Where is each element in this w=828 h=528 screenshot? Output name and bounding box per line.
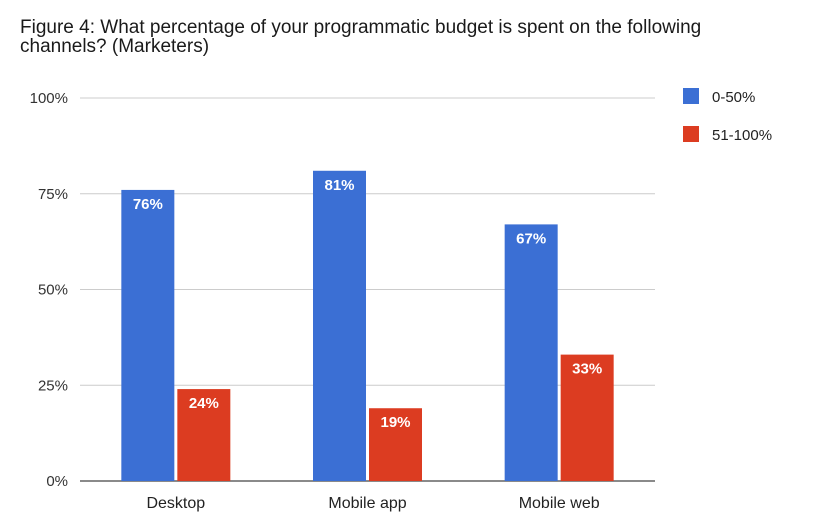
legend-swatch [683, 88, 699, 104]
y-tick-label: 75% [38, 186, 68, 203]
bars [121, 170, 614, 482]
data-label: 33% [572, 361, 602, 378]
chart-title: Figure 4: What percentage of your progra… [20, 17, 702, 57]
legend-label: 0-50% [712, 89, 755, 106]
x-category-label: Mobile web [519, 495, 600, 512]
data-label: 24% [189, 395, 219, 412]
x-axis-categories: Desktop Mobile app Mobile web [146, 495, 599, 512]
bar [560, 354, 614, 481]
legend-label: 51-100% [712, 127, 772, 144]
y-axis-ticks: 0% 25% 50% 75% 100% [30, 90, 68, 490]
bar [313, 170, 366, 481]
data-labels: 76% 24% 81% 19% 67% 33% [133, 177, 602, 431]
y-tick-label: 50% [38, 282, 68, 299]
bar [177, 389, 231, 481]
y-tick-label: 100% [30, 90, 68, 107]
bar [504, 224, 558, 481]
x-category-label: Desktop [146, 495, 205, 512]
data-label: 81% [324, 177, 354, 194]
legend: 0-50% 51-100% [683, 88, 772, 144]
data-label: 67% [516, 230, 546, 247]
x-category-label: Mobile app [328, 495, 406, 512]
gridlines [80, 97, 655, 482]
data-label: 76% [133, 196, 163, 213]
y-tick-label: 25% [38, 377, 68, 394]
y-tick-label: 0% [46, 473, 68, 490]
legend-swatch [683, 126, 699, 142]
bar [121, 189, 175, 482]
data-label: 19% [380, 414, 410, 431]
bar [369, 408, 422, 481]
